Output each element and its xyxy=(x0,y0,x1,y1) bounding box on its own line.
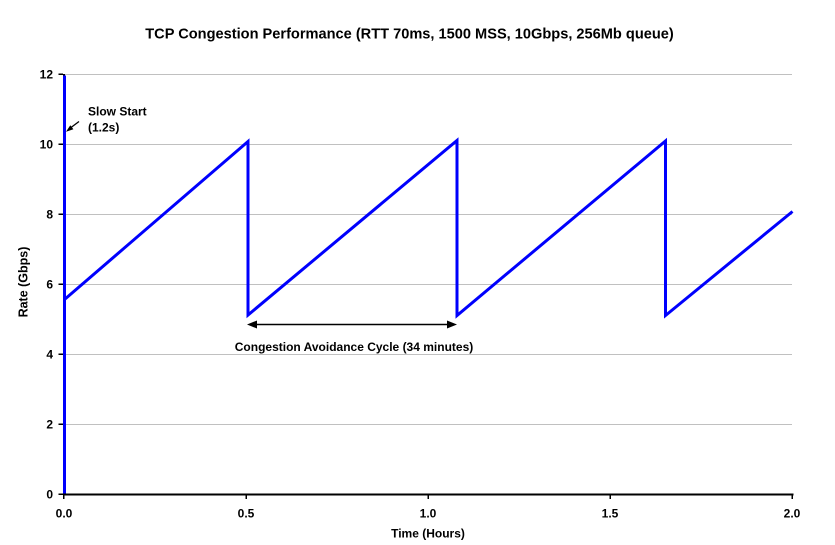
svg-text:2: 2 xyxy=(46,418,53,432)
svg-text:0.0: 0.0 xyxy=(56,507,73,521)
svg-text:Rate (Gbps): Rate (Gbps) xyxy=(17,247,31,318)
svg-text:0: 0 xyxy=(46,488,53,502)
svg-text:(1.2s): (1.2s) xyxy=(88,121,119,135)
svg-text:4: 4 xyxy=(46,348,53,362)
svg-text:6: 6 xyxy=(46,278,53,292)
svg-text:0.5: 0.5 xyxy=(238,507,255,521)
svg-text:10: 10 xyxy=(40,138,54,152)
svg-text:8: 8 xyxy=(46,208,53,222)
svg-text:1.5: 1.5 xyxy=(602,507,619,521)
svg-text:Slow Start: Slow Start xyxy=(88,105,147,119)
svg-text:TCP Congestion Performance (RT: TCP Congestion Performance (RTT 70ms, 15… xyxy=(145,27,674,43)
svg-text:Congestion Avoidance Cycle (34: Congestion Avoidance Cycle (34 minutes) xyxy=(235,340,474,354)
svg-text:1.0: 1.0 xyxy=(420,507,437,521)
svg-text:2.0: 2.0 xyxy=(784,507,801,521)
svg-text:12: 12 xyxy=(40,68,54,82)
svg-text:Time (Hours): Time (Hours) xyxy=(391,527,465,541)
